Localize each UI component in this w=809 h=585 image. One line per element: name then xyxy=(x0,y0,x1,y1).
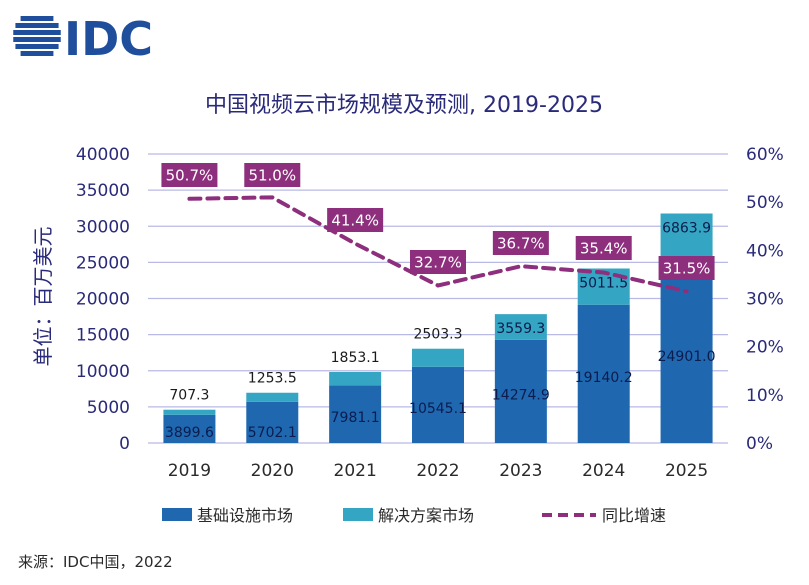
legend-label-growth: 同比增速 xyxy=(602,506,666,525)
y2-tick-label: 40% xyxy=(746,241,784,261)
bar-solution-value: 2503.3 xyxy=(414,327,463,343)
bar-solution xyxy=(660,213,713,264)
logo-globe-stripe xyxy=(15,44,59,49)
growth-label: 36.7% xyxy=(497,235,545,253)
y-tick-label: 20000 xyxy=(76,290,130,310)
growth-line-path xyxy=(187,195,689,294)
y-tick-label: 10000 xyxy=(76,362,130,382)
bar-solution-value: 5011.5 xyxy=(579,276,628,292)
source-note: 来源：IDC中国，2022 xyxy=(18,553,173,571)
legend-label-solution: 解决方案市场 xyxy=(378,506,474,525)
x-tick-label: 2019 xyxy=(168,461,211,481)
legend-label-infra: 基础设施市场 xyxy=(197,506,293,525)
bar-infra-value: 5702.1 xyxy=(248,425,297,441)
logo-globe-stripe xyxy=(20,51,54,56)
x-tick-label: 2023 xyxy=(499,461,542,481)
bar-infra-value: 24901.0 xyxy=(658,349,716,365)
x-tick-label: 2024 xyxy=(582,461,625,481)
logo-globe-stripe xyxy=(15,23,59,28)
logo-globe-stripe xyxy=(20,16,54,21)
legend-swatch-infra xyxy=(162,508,192,521)
bar-solution xyxy=(412,348,464,367)
bar-solution-value: 6863.9 xyxy=(662,220,711,236)
idc-logo: IDC xyxy=(13,12,153,66)
bar-infra-value: 7981.1 xyxy=(331,410,380,426)
growth-label-box xyxy=(658,256,715,280)
growth-label-box xyxy=(327,208,384,232)
bar-solution-value: 1853.1 xyxy=(331,350,380,366)
logo-globe-stripe xyxy=(13,37,61,42)
bar-infra xyxy=(246,401,299,443)
y-tick-label: 5000 xyxy=(87,398,130,418)
bars xyxy=(163,213,713,443)
bar-infra xyxy=(577,304,630,443)
y2-tick-label: 20% xyxy=(746,338,784,358)
legend: 基础设施市场 解决方案市场 同比增速 xyxy=(162,506,666,525)
x-tick-label: 2020 xyxy=(251,461,294,481)
y-tick-label: 15000 xyxy=(76,326,130,346)
bar-solution-value: 1253.5 xyxy=(248,371,297,387)
y2-tick-label: 0% xyxy=(746,434,773,454)
growth-labels: 50.7% 51.0% 41.4% 32.7% 36.7% 35.4% 31.5% xyxy=(161,163,715,280)
growth-label: 51.0% xyxy=(248,167,296,185)
bar-infra-value: 10545.1 xyxy=(409,401,467,417)
idc-logo-text: IDC xyxy=(64,12,153,66)
x-tick-label: 2025 xyxy=(665,461,708,481)
bar-solution xyxy=(246,392,299,402)
growth-label: 31.5% xyxy=(663,260,711,278)
y2-tick-label: 10% xyxy=(746,386,784,406)
growth-label-box xyxy=(575,236,632,260)
growth-label-box xyxy=(244,163,301,187)
x-tick-label: 2021 xyxy=(334,461,377,481)
growth-label: 41.4% xyxy=(331,212,379,230)
bar-infra-value: 14274.9 xyxy=(492,387,550,403)
idc-logo-globe xyxy=(13,16,61,56)
y2-tick-label: 60% xyxy=(746,145,784,165)
x-tick-label: 2022 xyxy=(416,461,459,481)
y-axis-right-ticks: 0% 10% 20% 30% 40% 50% 60% xyxy=(746,145,784,454)
logo-globe-stripe xyxy=(13,30,61,35)
bar-labels: 3899.6 707.3 5702.1 1253.5 7981.1 1853.1 10545… xyxy=(165,220,716,441)
bar-solution xyxy=(329,371,382,386)
x-axis-ticks: 2019 2020 2021 2022 2023 2024 2025 xyxy=(168,461,708,481)
bar-infra xyxy=(163,414,216,443)
bar-infra-value: 3899.6 xyxy=(165,425,214,441)
y-tick-label: 35000 xyxy=(76,181,130,201)
chart-title: 中国视频云市场规模及预测, 2019-2025 xyxy=(205,93,603,118)
y-tick-label: 40000 xyxy=(76,145,130,165)
y-axis-label: 单位：百万美元 xyxy=(31,227,55,367)
bar-solution xyxy=(163,409,216,415)
y2-tick-label: 50% xyxy=(746,193,784,213)
bar-infra-value: 19140.2 xyxy=(575,370,633,386)
y-tick-label: 30000 xyxy=(76,217,130,237)
bar-infra xyxy=(329,385,382,443)
bar-solution xyxy=(494,314,547,340)
bar-infra xyxy=(412,366,464,443)
growth-line xyxy=(187,195,689,294)
bar-infra xyxy=(494,339,547,443)
bar-solution-value: 3559.3 xyxy=(496,321,545,337)
bar-solution-value: 707.3 xyxy=(169,388,209,404)
growth-label: 50.7% xyxy=(166,167,214,185)
y-tick-label: 25000 xyxy=(76,253,130,273)
growth-label: 32.7% xyxy=(414,254,462,272)
y-tick-label: 0 xyxy=(119,434,130,454)
growth-label-box xyxy=(410,250,466,274)
y-axis-left-ticks: 0 5000 10000 15000 20000 25000 30000 35000 40000 xyxy=(76,145,130,454)
growth-label-box xyxy=(492,231,549,255)
legend-swatch-solution xyxy=(343,508,373,521)
y2-tick-label: 30% xyxy=(746,290,784,310)
growth-label: 35.4% xyxy=(580,240,628,258)
growth-label-box xyxy=(161,163,218,187)
